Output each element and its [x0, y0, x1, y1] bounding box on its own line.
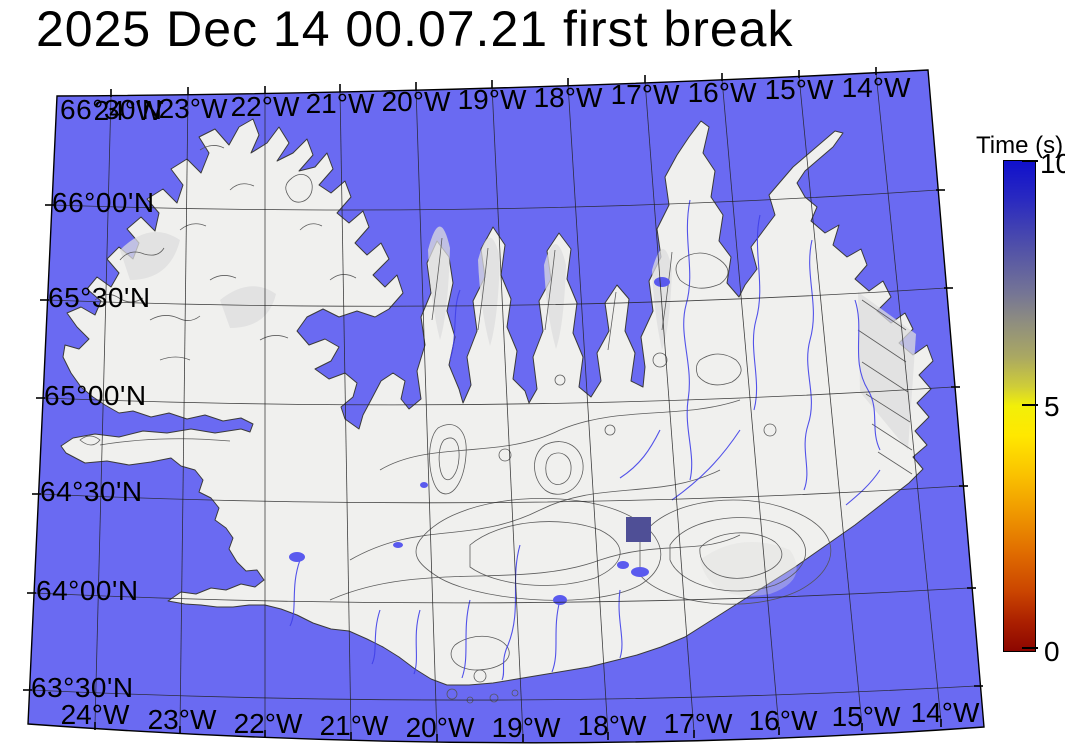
- grid-label-top-lon: 16°W: [688, 77, 757, 108]
- grid-meridian: [339, 89, 352, 735]
- grid-label-top-lon: 24°W: [94, 95, 163, 126]
- grid-meridian: [491, 85, 524, 737]
- event-marker-square: [626, 517, 651, 542]
- grid-label-bottom-lon: 21°W: [320, 710, 389, 741]
- page-title: 2025 Dec 14 00.07.21 first break: [36, 1, 794, 57]
- grid-label-top-lon: 14°W: [842, 72, 911, 103]
- grid-label-top-lon: 23°W: [159, 93, 228, 124]
- grid-label-lat: 63°30'N: [31, 672, 134, 703]
- grid-label-top-lon: 18°W: [534, 82, 603, 113]
- grid-label-top-lon: 22°W: [231, 91, 300, 122]
- grid-meridian: [798, 75, 863, 726]
- grid-label-bottom-lon: 14°W: [911, 697, 980, 728]
- grid-parallel: [33, 587, 970, 604]
- grid-label-lat: 64°30'N: [40, 476, 143, 507]
- contour-lines: [79, 145, 913, 704]
- grid-label-lat: 65°30'N: [48, 282, 151, 313]
- grid-label-lat: 66°00'N: [52, 187, 155, 218]
- grid-meridian: [415, 87, 438, 737]
- grid-label-lat: 65°00'N: [44, 380, 147, 411]
- grid-parallel: [38, 485, 962, 504]
- grid-labels: 24°W23°W 22°W 21°W 20°W 19°W 18°W 17°W 16°W 15°W…: [31, 72, 980, 743]
- graticule: [29, 72, 977, 737]
- grid-parallel: [42, 386, 954, 406]
- grid-label-lat: 66°30'N: [60, 94, 163, 125]
- grid-label-top-lon: 15°W: [765, 74, 834, 105]
- relief-shading: [120, 226, 916, 596]
- grid-label-bottom-lon: 20°W: [406, 712, 475, 743]
- grid-label-bottom-lon: 22°W: [234, 708, 303, 739]
- grid-label-bottom-lon: 15°W: [832, 701, 901, 732]
- grid-meridian: [179, 92, 189, 729]
- grid-label-top-lon: 19°W: [458, 84, 527, 115]
- frame-ticks: [23, 67, 983, 742]
- grid-meridian: [875, 72, 942, 722]
- grid-label-bottom-lon: 17°W: [664, 708, 733, 739]
- rivers: [289, 199, 881, 681]
- map-frame: [27, 69, 985, 744]
- grid-label-lat: 64°00'N: [36, 575, 139, 606]
- grid-meridian: [94, 94, 112, 725]
- grid-label-top-lon: 17°W: [611, 79, 680, 110]
- grid-label-bottom-lon: 23°W: [148, 704, 217, 735]
- grid-label-top-lon: 20°W: [382, 86, 451, 117]
- grid-label-bottom-lon: 18°W: [578, 710, 647, 741]
- grid-parallel: [29, 685, 977, 701]
- grid-label-bottom-lon: 19°W: [492, 712, 561, 743]
- grid-meridian: [567, 83, 609, 735]
- grid-label-bottom-lon: 16°W: [749, 705, 818, 736]
- grid-parallel: [51, 189, 939, 211]
- grid-meridian: [644, 80, 695, 733]
- grid-label-top-lon: 21°W: [306, 88, 375, 119]
- grid-meridian: [721, 78, 780, 730]
- grid-parallel: [46, 287, 947, 307]
- grid-label-bottom-lon: 24°W: [61, 699, 130, 730]
